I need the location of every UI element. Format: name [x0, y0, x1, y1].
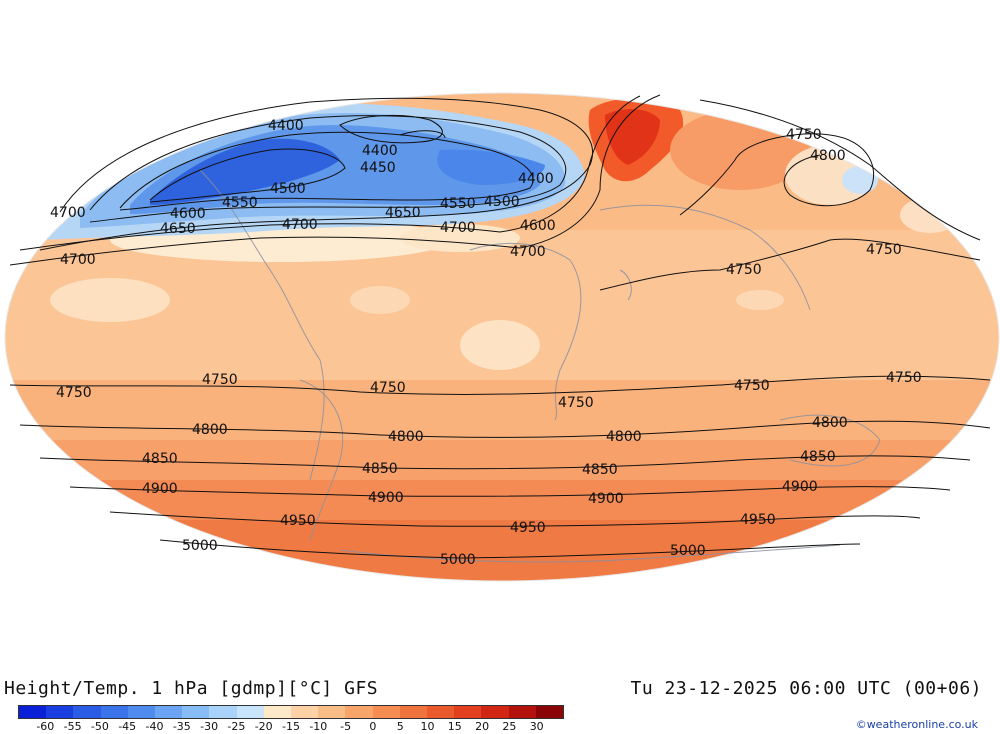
- colorbar-tick-label: -10: [309, 720, 328, 733]
- credit-link[interactable]: ©weatheronline.co.uk: [855, 718, 978, 731]
- contour-label: 4750: [370, 380, 406, 396]
- colorbar-swatch: [508, 706, 536, 718]
- colorbar-tick-label: -45: [118, 720, 137, 733]
- colorbar-tick-label: -55: [63, 720, 82, 733]
- contour-label: 4900: [588, 491, 624, 507]
- colorbar-tick-label: 25: [502, 720, 517, 733]
- weather-map: 4400 4450 4500 4550 4600 4650 4700 4700 …: [4, 92, 1000, 582]
- map-title: Height/Temp. 1 hPa [gdmp][°C] GFS: [4, 678, 379, 699]
- colorbar-tick-label: -30: [200, 720, 219, 733]
- colorbar-swatch: [127, 706, 156, 718]
- colorbar-swatch: [236, 706, 264, 718]
- contour-label: 4500: [484, 194, 520, 210]
- colorbar-tick-label: -5: [340, 720, 352, 733]
- contour-label: 4700: [440, 220, 476, 236]
- contour-label: 5000: [440, 552, 476, 568]
- colorbar-tick-label: 30: [529, 720, 544, 733]
- contour-label: 4650: [385, 205, 421, 221]
- colorbar-tick-label: -35: [172, 720, 191, 733]
- colorbar-tick-label: -40: [145, 720, 164, 733]
- contour-label: 4500: [270, 181, 306, 197]
- contour-label: 5000: [670, 543, 706, 559]
- contour-label: 4650: [160, 221, 196, 237]
- contour-label: 4400: [362, 143, 398, 159]
- globe-outline: [4, 92, 1000, 582]
- contour-label: 4700: [282, 217, 318, 233]
- contour-label: 4750: [726, 262, 762, 278]
- colorbar-swatch: [345, 706, 373, 718]
- contour-label: 4850: [800, 449, 836, 465]
- contour-label: 4600: [170, 206, 206, 222]
- map-canvas: 4400 4450 4500 4550 4600 4650 4700 4700 …: [4, 92, 1000, 582]
- contour-label: 4900: [782, 479, 818, 495]
- contour-label: 4750: [202, 372, 238, 388]
- colorbar-tick-label: -50: [90, 720, 109, 733]
- contour-label: 4550: [222, 195, 258, 211]
- colorbar-swatch: [372, 706, 400, 718]
- contour-label: 4900: [142, 481, 178, 497]
- colorbar-swatch: [454, 706, 482, 718]
- contour-labels: 4400 4450 4500 4550 4600 4650 4700 4700 …: [50, 118, 922, 568]
- contour-label: 4850: [142, 451, 178, 467]
- map-timestamp: Tu 23-12-2025 06:00 UTC (00+06): [630, 678, 982, 699]
- colorbar-tick-label: -25: [227, 720, 246, 733]
- colorbar-swatch: [291, 706, 319, 718]
- contour-label: 4750: [56, 385, 92, 401]
- contour-label: 4850: [582, 462, 618, 478]
- contour-label: 4850: [362, 461, 398, 477]
- contour-label: 4800: [192, 422, 228, 438]
- contour-label: 4950: [280, 513, 316, 529]
- colorbar-swatch: [182, 706, 210, 718]
- contour-label: 4400: [518, 171, 554, 187]
- colorbar: [18, 705, 564, 719]
- coastlines: [199, 169, 881, 563]
- colorbar-swatch: [399, 706, 428, 718]
- colorbar-tick-label: 15: [447, 720, 462, 733]
- contour-label: 4700: [50, 205, 86, 221]
- colorbar-swatch: [155, 706, 183, 718]
- contour-label: 4800: [606, 429, 642, 445]
- contour-label: 4800: [810, 148, 846, 164]
- colorbar-swatch: [19, 706, 47, 718]
- colorbar-tick-label: 20: [475, 720, 490, 733]
- contour-label: 4450: [360, 160, 396, 176]
- colorbar-swatch: [209, 706, 237, 718]
- contour-label: 4750: [886, 370, 922, 386]
- colorbar-tick-label: -20: [254, 720, 273, 733]
- colorbar-tick-label: 5: [396, 720, 404, 733]
- map-footer: Height/Temp. 1 hPa [gdmp][°C] GFS Tu 23-…: [0, 670, 1000, 733]
- contour-label: 4800: [388, 429, 424, 445]
- temperature-field: [5, 93, 999, 581]
- colorbar-swatch: [263, 706, 292, 718]
- contour-label: 4700: [510, 244, 546, 260]
- colorbar-tick-labels: -60 -55 -50 -45 -40 -35 -30 -25 -20 -15 -10 -5 0 5 10 1…: [18, 720, 564, 734]
- colorbar-tick-label: -60: [36, 720, 55, 733]
- colorbar-tick-label: -15: [282, 720, 300, 733]
- colorbar-swatch: [318, 706, 346, 718]
- colorbar-swatch: [427, 706, 455, 718]
- contour-label: 4600: [520, 218, 556, 234]
- colorbar-swatch: [100, 706, 128, 718]
- contour-label: 4750: [866, 242, 902, 258]
- contour-label: 5000: [182, 538, 218, 554]
- colorbar-swatch: [46, 706, 74, 718]
- contour-label: 4950: [740, 512, 776, 528]
- colorbar-tick-label: 0: [369, 720, 377, 733]
- colorbar-swatch: [481, 706, 509, 718]
- colorbar-swatch: [535, 706, 564, 718]
- contour-label: 4550: [440, 196, 476, 212]
- contour-label: 4750: [786, 127, 822, 143]
- contour-label: 4750: [558, 395, 594, 411]
- contour-lines: [9, 94, 991, 559]
- contour-label: 4800: [812, 415, 848, 431]
- contour-label: 4700: [60, 252, 96, 268]
- contour-label: 4950: [510, 520, 546, 536]
- colorbar-tick-label: 10: [420, 720, 435, 733]
- contour-label: 4900: [368, 490, 404, 506]
- contour-label: 4750: [734, 378, 770, 394]
- contour-label: 4400: [268, 118, 304, 134]
- colorbar-swatch: [73, 706, 101, 718]
